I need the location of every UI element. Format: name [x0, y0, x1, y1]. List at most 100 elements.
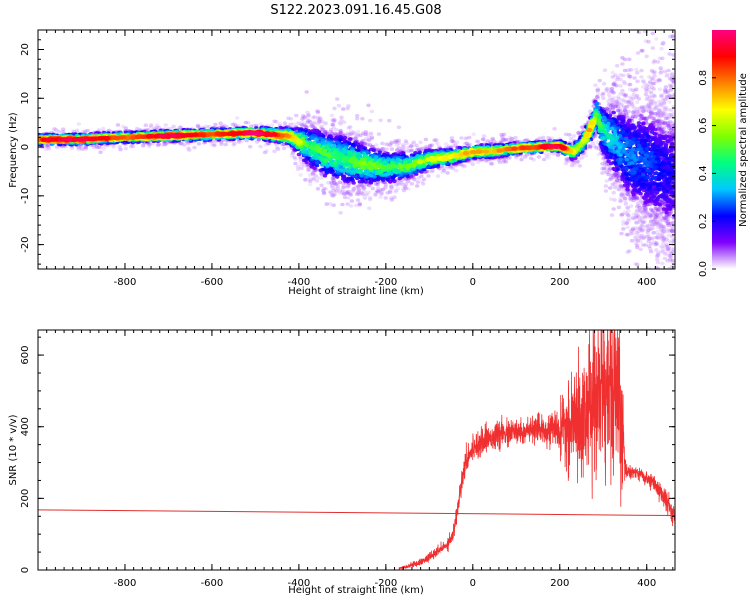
heatmap-cell	[641, 173, 645, 177]
heatmap-cell	[637, 124, 641, 128]
heatmap-cell	[409, 144, 413, 148]
heatmap-cell	[335, 167, 339, 171]
heatmap-cell	[646, 105, 650, 109]
heatmap-cell	[663, 88, 667, 92]
heatmap-cell	[645, 211, 649, 215]
heatmap-cell	[349, 177, 353, 181]
heatmap-cell	[124, 147, 128, 151]
heatmap-cell	[632, 76, 636, 80]
heatmap-cell	[339, 116, 343, 120]
heatmap-cell	[620, 56, 624, 60]
heatmap-cell	[662, 154, 666, 158]
heatmap-cell	[668, 77, 672, 81]
heatmap-cell	[632, 193, 636, 197]
heatmap-cell	[666, 222, 670, 226]
heatmap-cell	[672, 290, 676, 294]
heatmap-cell	[595, 95, 599, 99]
heatmap-cell	[61, 127, 65, 131]
heatmap-cell	[612, 191, 616, 195]
heatmap-cell	[292, 155, 296, 159]
heatmap-cell	[605, 171, 609, 175]
heatmap-cell	[664, 273, 668, 277]
heatmap-cell	[412, 141, 416, 145]
heatmap-cell	[192, 146, 196, 150]
heatmap-cell	[665, 177, 669, 181]
heatmap-cell	[635, 94, 639, 98]
heatmap-cell	[636, 148, 640, 152]
heatmap-cell	[282, 147, 286, 151]
heatmap-cell	[649, 152, 653, 156]
heatmap-cell	[659, 283, 663, 287]
heatmap-cell	[655, 311, 659, 315]
heatmap-cell	[372, 148, 376, 152]
heatmap-cell	[635, 263, 639, 267]
heatmap-cell	[319, 176, 323, 180]
heatmap-cell	[667, 275, 671, 279]
heatmap-cell	[419, 174, 423, 178]
heatmap-cell	[634, 301, 638, 305]
heatmap-cell	[636, 51, 640, 55]
heatmap-cell	[626, 100, 630, 104]
heatmap-cell	[314, 137, 318, 141]
heatmap-cell	[656, 209, 660, 213]
heatmap-cell	[312, 115, 316, 119]
heatmap-cell	[325, 202, 329, 206]
heatmap-cell	[659, 151, 663, 155]
heatmap-cell	[625, 225, 629, 229]
heatmap-cell	[623, 69, 627, 73]
heatmap-cell	[639, 75, 643, 79]
heatmap-cell	[276, 147, 280, 151]
heatmap-cell	[668, 258, 672, 262]
heatmap-cell	[637, 31, 641, 35]
heatmap-cell	[332, 189, 336, 193]
heatmap-cell	[332, 203, 336, 207]
heatmap-cell	[610, 87, 614, 91]
heatmap-cell	[604, 184, 608, 188]
heatmap-cell	[421, 182, 425, 186]
heatmap-cell	[665, 282, 669, 286]
heatmap-cell	[627, 182, 631, 186]
heatmap-cell	[617, 116, 621, 120]
heatmap-cell	[609, 154, 613, 158]
heatmap-cell	[593, 83, 597, 87]
heatmap-cell	[651, 127, 655, 131]
heatmap-cell	[613, 132, 617, 136]
heatmap-cell	[345, 202, 349, 206]
heatmap-cell	[409, 149, 413, 153]
heatmap-cell	[619, 194, 623, 198]
heatmap-cell	[621, 227, 625, 231]
heatmap-cell	[332, 107, 336, 111]
heatmap-cell	[416, 180, 420, 184]
heatmap-cell	[665, 140, 669, 144]
heatmap-cell	[645, 182, 649, 186]
heatmap-cell	[663, 98, 667, 102]
heatmap-cell	[545, 155, 549, 159]
heatmap-cell	[635, 196, 639, 200]
heatmap-cell	[638, 118, 642, 122]
heatmap-cell	[621, 130, 625, 134]
heatmap-cell	[652, 59, 656, 63]
heatmap-cell	[347, 133, 351, 137]
heatmap-cell	[644, 139, 648, 143]
heatmap-cell	[358, 203, 362, 207]
heatmap-cell	[394, 189, 398, 193]
heatmap-cell	[665, 95, 669, 99]
heatmap-cell	[631, 147, 635, 151]
heatmap-cell	[52, 127, 56, 131]
heatmap-cell	[601, 96, 605, 100]
heatmap-cell	[645, 84, 649, 88]
heatmap-cell	[636, 239, 640, 243]
heatmap-cell	[672, 312, 676, 316]
heatmap-cell	[600, 162, 604, 166]
heatmap-cell	[348, 192, 352, 196]
heatmap-cell	[620, 62, 624, 66]
heatmap-cell	[367, 138, 371, 142]
heatmap-cell	[591, 141, 595, 145]
heatmap-cell	[660, 113, 664, 117]
heatmap-cell	[616, 76, 620, 80]
heatmap-cell	[85, 129, 89, 133]
heatmap-cell	[618, 184, 622, 188]
heatmap-cell	[645, 154, 649, 158]
heatmap-cell	[654, 37, 658, 41]
